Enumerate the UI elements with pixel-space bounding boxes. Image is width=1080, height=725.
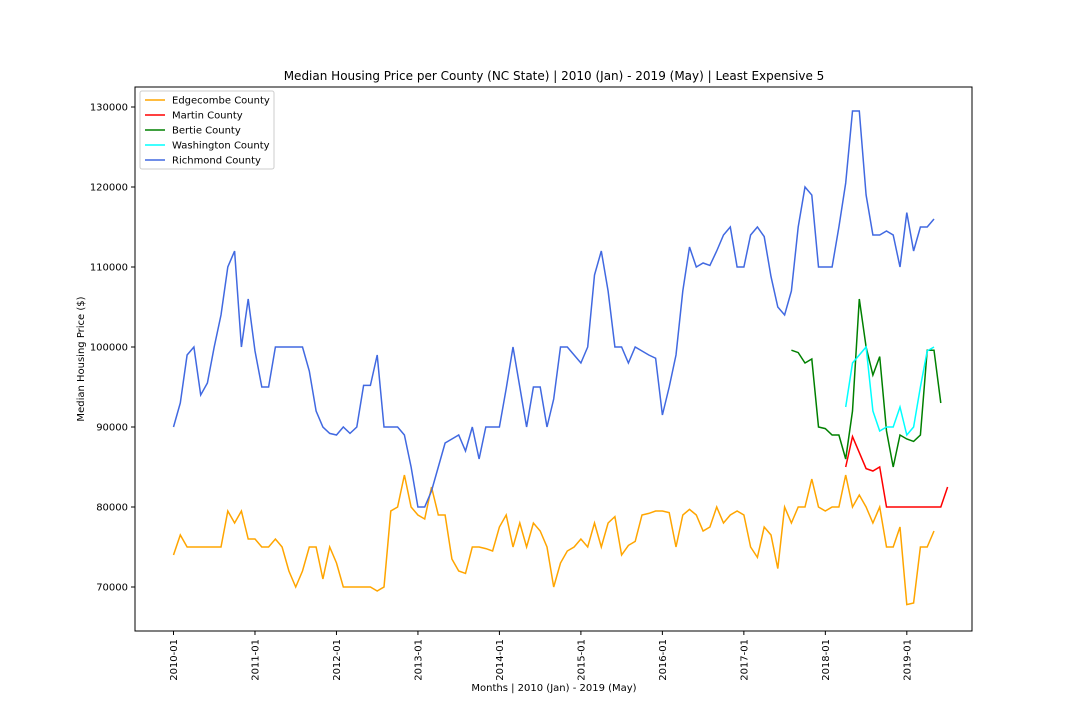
legend-label-4: Richmond County (172, 156, 261, 167)
plot-area-frame (134, 86, 973, 632)
legend-label-0: Edgecombe County (172, 96, 270, 107)
x-tick-label: 2017-01 (739, 639, 750, 681)
x-tick-label: 2012-01 (332, 639, 343, 681)
x-tick-label: 2015-01 (576, 639, 587, 681)
x-tick-label: 2016-01 (658, 639, 669, 681)
series-line-4 (172, 110, 935, 508)
x-tick-label: 2010-01 (169, 639, 180, 681)
x-tick-label: 2013-01 (413, 639, 424, 681)
y-tick-label: 110000 (90, 263, 128, 274)
legend-label-3: Washington County (172, 141, 270, 152)
x-axis-label: Months | 2010 (Jan) - 2019 (May) (471, 683, 636, 694)
series-line-1 (844, 434, 949, 508)
y-axis-label: Median Housing Price ($) (76, 296, 87, 421)
y-tick-label: 100000 (90, 343, 128, 354)
legend-label-2: Bertie County (172, 126, 241, 137)
legend: Edgecombe County Martin County Bertie Coun… (139, 90, 275, 170)
chart-title: Median Housing Price per County (NC Stat… (284, 69, 825, 83)
plot-lines (172, 110, 949, 606)
y-tick-label: 120000 (90, 183, 128, 194)
y-tick-label: 70000 (96, 583, 128, 594)
legend-label-1: Martin County (172, 111, 243, 122)
y-tick-label: 80000 (96, 503, 128, 514)
y-axis: 70000 80000 90000 100000 110000 120000 130000 (90, 103, 135, 594)
series-line-3 (844, 345, 935, 437)
y-tick-label: 130000 (90, 103, 128, 114)
x-tick-label: 2011-01 (250, 639, 261, 681)
y-tick-label: 90000 (96, 423, 128, 434)
series-line-0 (172, 474, 935, 606)
x-tick-label: 2018-01 (821, 639, 832, 681)
x-axis: 2010-01 2011-01 2012-01 2013-01 2014-01 2015-… (169, 631, 913, 681)
x-tick-label: 2019-01 (902, 639, 913, 681)
legend-box (139, 90, 275, 170)
x-tick-label: 2014-01 (495, 639, 506, 681)
